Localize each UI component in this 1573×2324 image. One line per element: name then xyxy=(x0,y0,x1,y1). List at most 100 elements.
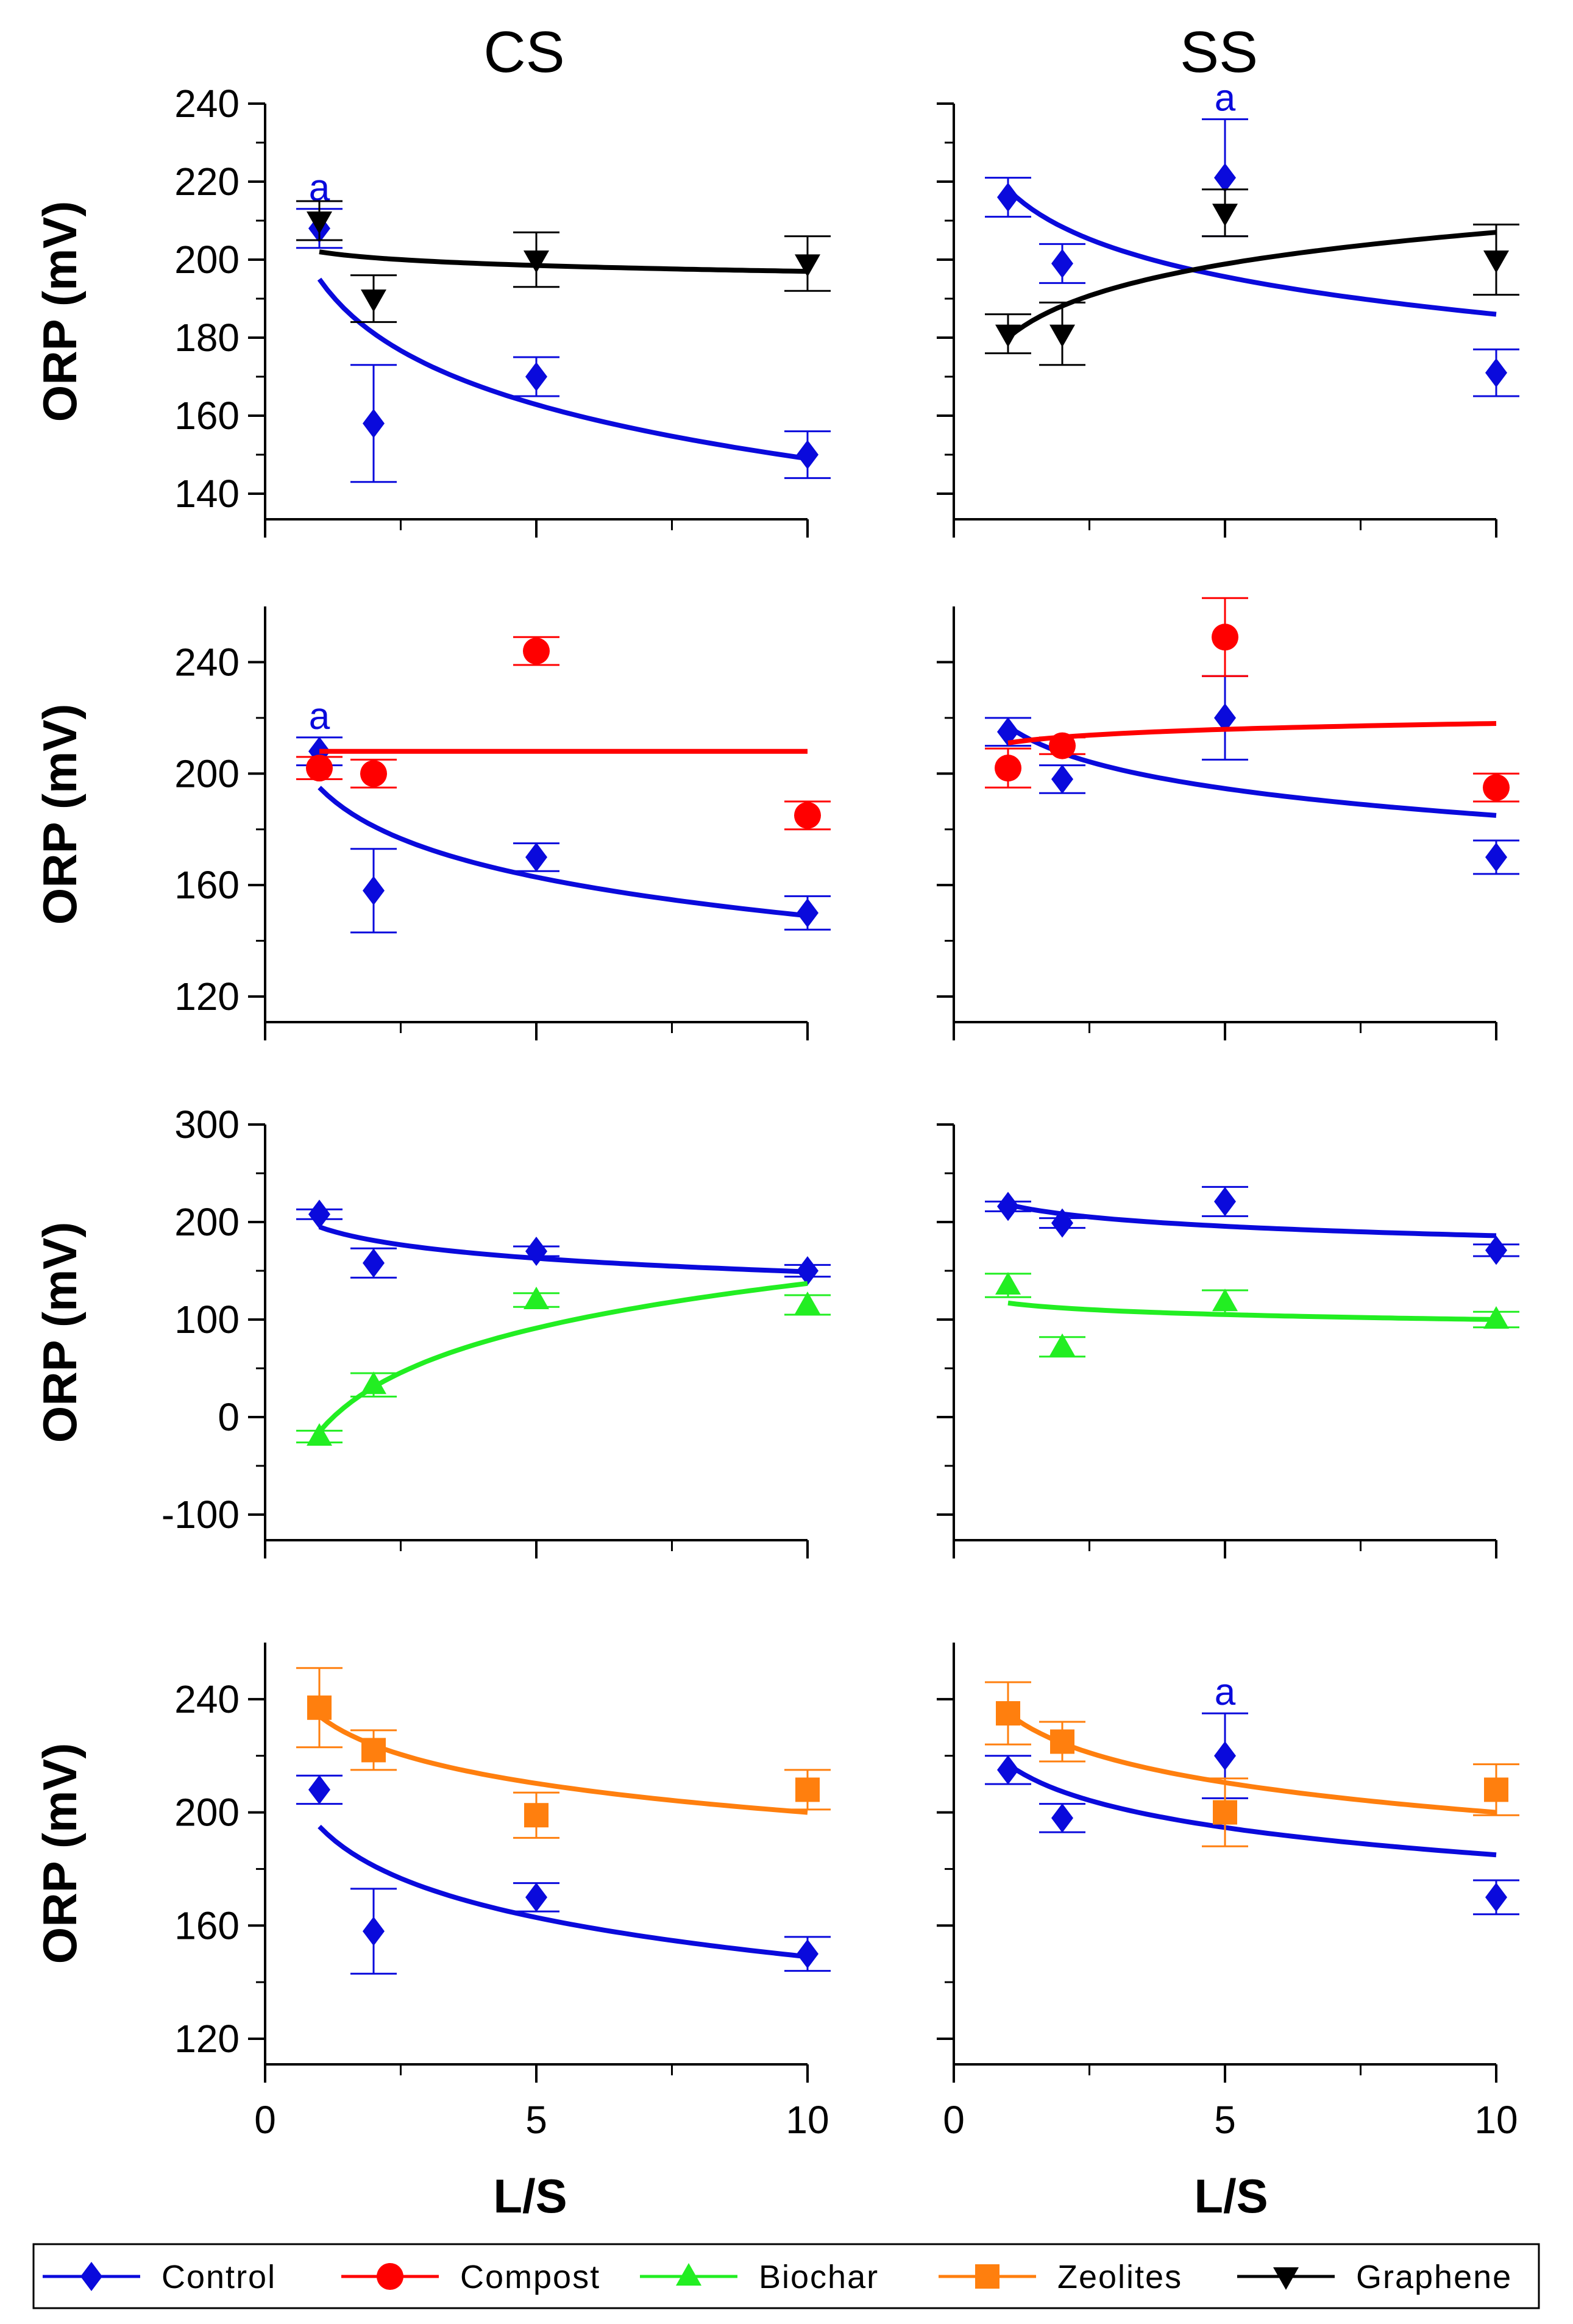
x-axis-label-ss: L/S xyxy=(1194,2169,1268,2223)
x-tick-label: 10 xyxy=(1474,2098,1518,2142)
y-tick-label: 200 xyxy=(174,238,240,282)
legend-marker-zeolites xyxy=(975,2264,1000,2289)
data-point-zeolites xyxy=(361,1738,386,1763)
fit-curve-control xyxy=(318,1224,808,1274)
legend-entry-control: Control xyxy=(43,2259,276,2295)
y-tick-label: 200 xyxy=(174,752,240,795)
data-point-biochar xyxy=(361,1371,386,1395)
series-control: a xyxy=(985,1671,1519,1916)
fit-curve-biochar xyxy=(1007,1300,1497,1322)
fit-curve-biochar xyxy=(318,1281,808,1434)
y-axis-label: ORP (mV) xyxy=(33,1222,87,1443)
data-point-control xyxy=(363,876,385,906)
fit-curve-control xyxy=(318,786,808,919)
panels-group: 140 160 180 200 220 240 ORP (mV) a a 120 160 200 240… xyxy=(33,77,1519,2142)
data-point-compost xyxy=(995,755,1021,782)
y-tick-label: 240 xyxy=(174,82,240,126)
fit-curve-control xyxy=(1006,1762,1497,1858)
data-point-biochar xyxy=(995,1272,1021,1295)
x-tick-label: 0 xyxy=(254,2098,276,2142)
legend: Control Compost Biochar Zeolites Graphene xyxy=(32,2243,1540,2309)
panel-ss-graphene: a xyxy=(937,77,1519,538)
y-tick-label: 140 xyxy=(174,472,240,516)
y-tick-label: 160 xyxy=(174,863,240,907)
series-biochar xyxy=(296,1281,831,1446)
y-tick-label: 0 xyxy=(218,1395,240,1439)
y-tick-label: 120 xyxy=(174,2017,240,2061)
x-tick-label: 5 xyxy=(1214,2098,1236,2142)
data-point-biochar xyxy=(1212,1288,1238,1312)
data-point-control xyxy=(997,1755,1019,1785)
data-point-graphene xyxy=(1212,204,1238,227)
data-point-graphene xyxy=(307,211,332,234)
legend-entry-graphene: Graphene xyxy=(1237,2259,1512,2295)
y-axis-label: ORP (mV) xyxy=(33,704,87,925)
data-point-control xyxy=(1051,249,1073,279)
series-control xyxy=(296,1774,831,1975)
series-zeolites xyxy=(985,1681,1519,1847)
series-zeolites xyxy=(296,1667,831,1839)
legend-entry-zeolites: Zeolites xyxy=(939,2259,1181,2295)
series-compost xyxy=(296,636,831,831)
data-point-control xyxy=(1485,842,1507,872)
data-point-control xyxy=(525,1237,547,1266)
significance-annotation: a xyxy=(309,695,330,737)
data-point-biochar xyxy=(795,1292,820,1314)
legend-label: Control xyxy=(162,2259,276,2295)
data-point-compost xyxy=(1483,774,1510,801)
data-point-compost xyxy=(360,760,387,787)
y-tick-label: 220 xyxy=(174,160,240,204)
y-tick-label: 120 xyxy=(174,975,240,1018)
panel-cs-biochar: -100 0 100 200 300 ORP (mV) xyxy=(33,1103,831,1558)
data-point-zeolites xyxy=(1213,1800,1237,1825)
data-point-zeolites xyxy=(524,1803,549,1828)
data-point-control xyxy=(1051,1803,1073,1833)
data-point-graphene xyxy=(361,290,386,312)
data-point-control xyxy=(797,440,818,469)
data-point-compost xyxy=(1212,624,1238,651)
panel-cs-compost: 120 160 200 240 ORP (mV) a xyxy=(33,606,831,1040)
data-point-control xyxy=(997,717,1019,747)
data-point-control xyxy=(1485,358,1507,388)
series-biochar xyxy=(985,1272,1519,1358)
series-control: a xyxy=(296,695,831,934)
data-point-zeolites xyxy=(996,1701,1020,1726)
data-point-control xyxy=(363,408,385,438)
data-point-biochar xyxy=(307,1423,332,1446)
series-control xyxy=(985,675,1519,875)
y-tick-label: 160 xyxy=(174,394,240,438)
fit-curve-zeolites xyxy=(1006,1711,1497,1815)
data-point-zeolites xyxy=(795,1777,820,1802)
fit-curve-graphene xyxy=(319,249,808,274)
data-point-control xyxy=(1214,163,1236,193)
data-point-control xyxy=(1051,1208,1073,1238)
data-point-control xyxy=(1485,1882,1507,1912)
y-tick-label: 100 xyxy=(174,1298,240,1341)
data-point-biochar xyxy=(524,1287,549,1309)
panel-ss-zeolites: 0 5 10 a xyxy=(937,1643,1519,2142)
series-control xyxy=(985,1185,1519,1265)
y-tick-label: 240 xyxy=(174,1677,240,1721)
data-point-graphene xyxy=(524,251,549,273)
series-compost xyxy=(985,597,1519,803)
legend-marker-graphene xyxy=(1273,2267,1299,2290)
data-point-control xyxy=(797,1256,818,1285)
y-tick-label: 200 xyxy=(174,1791,240,1835)
data-point-control xyxy=(363,1916,385,1946)
data-point-control xyxy=(1214,703,1236,733)
data-point-compost xyxy=(306,755,333,782)
data-point-graphene xyxy=(1049,324,1075,347)
data-point-zeolites xyxy=(1050,1729,1074,1754)
fit-curve-control xyxy=(317,277,808,461)
panel-ss-biochar xyxy=(937,1123,1519,1558)
data-point-control xyxy=(997,1192,1019,1221)
data-point-biochar xyxy=(1483,1306,1509,1329)
data-point-control xyxy=(363,1248,385,1278)
fit-curve-control xyxy=(318,1824,808,1960)
x-tick-label: 5 xyxy=(525,2098,547,2142)
panel-cs-zeolites: 120 160 200 240 0 5 10 ORP (mV) xyxy=(33,1643,831,2142)
fit-curve-graphene xyxy=(1006,230,1497,340)
fit-curve-control xyxy=(1007,1202,1497,1238)
y-tick-label: 160 xyxy=(174,1903,240,1947)
legend-label: Graphene xyxy=(1356,2259,1512,2295)
